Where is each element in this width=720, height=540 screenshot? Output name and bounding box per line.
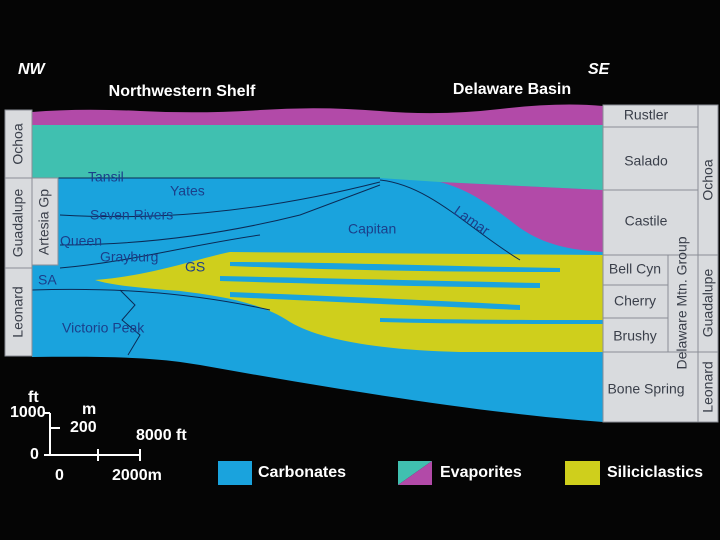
- legend-label: Carbonates: [258, 464, 346, 481]
- formation-box: [602, 351, 699, 423]
- unit-label: GS: [185, 259, 205, 275]
- se-label: SE: [588, 61, 611, 78]
- unit-label: Seven Rivers: [90, 207, 173, 223]
- series-label: Guadalupe: [700, 269, 716, 338]
- series-box: [4, 109, 33, 179]
- basin-label: Delaware Basin: [453, 81, 571, 98]
- scale-label: 200: [70, 419, 97, 436]
- group-box: [31, 177, 59, 266]
- series-label: Leonard: [700, 361, 716, 412]
- formation-label: Salado: [624, 153, 668, 169]
- unit-label: Capitan: [348, 221, 396, 237]
- group-label: Artesia Gp: [36, 189, 52, 255]
- salado-area: [32, 123, 603, 190]
- series-label: Ochoa: [700, 159, 716, 200]
- formation-box: [602, 284, 669, 319]
- scale-label: 0: [55, 467, 64, 484]
- formation-label: Bell Cyn: [609, 261, 661, 277]
- formation-box: [602, 189, 699, 256]
- series-label: Ochoa: [10, 123, 26, 164]
- rustler-area: [32, 104, 603, 125]
- castile-area: [440, 182, 603, 252]
- group-box: [667, 254, 699, 353]
- formation-box: [602, 126, 699, 191]
- unit-label: Grayburg: [100, 249, 158, 265]
- scale-label: 2000m: [112, 467, 162, 484]
- formation-label: Castile: [625, 213, 668, 229]
- formation-column: [602, 104, 719, 423]
- formation-label: Cherry: [614, 293, 656, 309]
- formation-label: Bone Spring: [607, 381, 684, 397]
- group-label: Delaware Mtn. Group: [674, 236, 690, 369]
- series-label: Guadalupe: [10, 189, 26, 258]
- scale-label: 1000: [10, 404, 46, 421]
- shelf-label: Northwestern Shelf: [109, 83, 256, 100]
- scale-label: ft: [28, 389, 39, 406]
- series-box: [697, 351, 719, 423]
- legend-swatch: [565, 461, 600, 485]
- boundaries: [31, 177, 521, 356]
- scale-label: m: [82, 401, 96, 418]
- unit-label: Queen: [60, 233, 102, 249]
- formation-label: Brushy: [613, 328, 657, 344]
- legend-swatch: [398, 461, 432, 485]
- legend-label: Evaporites: [440, 464, 522, 481]
- formation-box: [602, 317, 669, 353]
- scale-label: 0: [30, 446, 39, 463]
- scale-bar: [44, 412, 141, 461]
- unit-label: Tansil: [88, 169, 124, 185]
- carbonate-tongues: [220, 262, 603, 324]
- series-label: Leonard: [10, 286, 26, 337]
- unit-label: Victorio Peak: [62, 320, 145, 336]
- series-box: [4, 177, 33, 269]
- legend-label: Siliciclastics: [607, 464, 703, 481]
- nw-label: NW: [18, 61, 47, 78]
- scale-label: 8000 ft: [136, 427, 187, 444]
- formation-label: Rustler: [624, 107, 669, 123]
- unit-label: Yates: [170, 183, 205, 199]
- series-box: [4, 267, 33, 357]
- legend-swatch: [218, 461, 252, 485]
- unit-label: SA: [38, 272, 57, 288]
